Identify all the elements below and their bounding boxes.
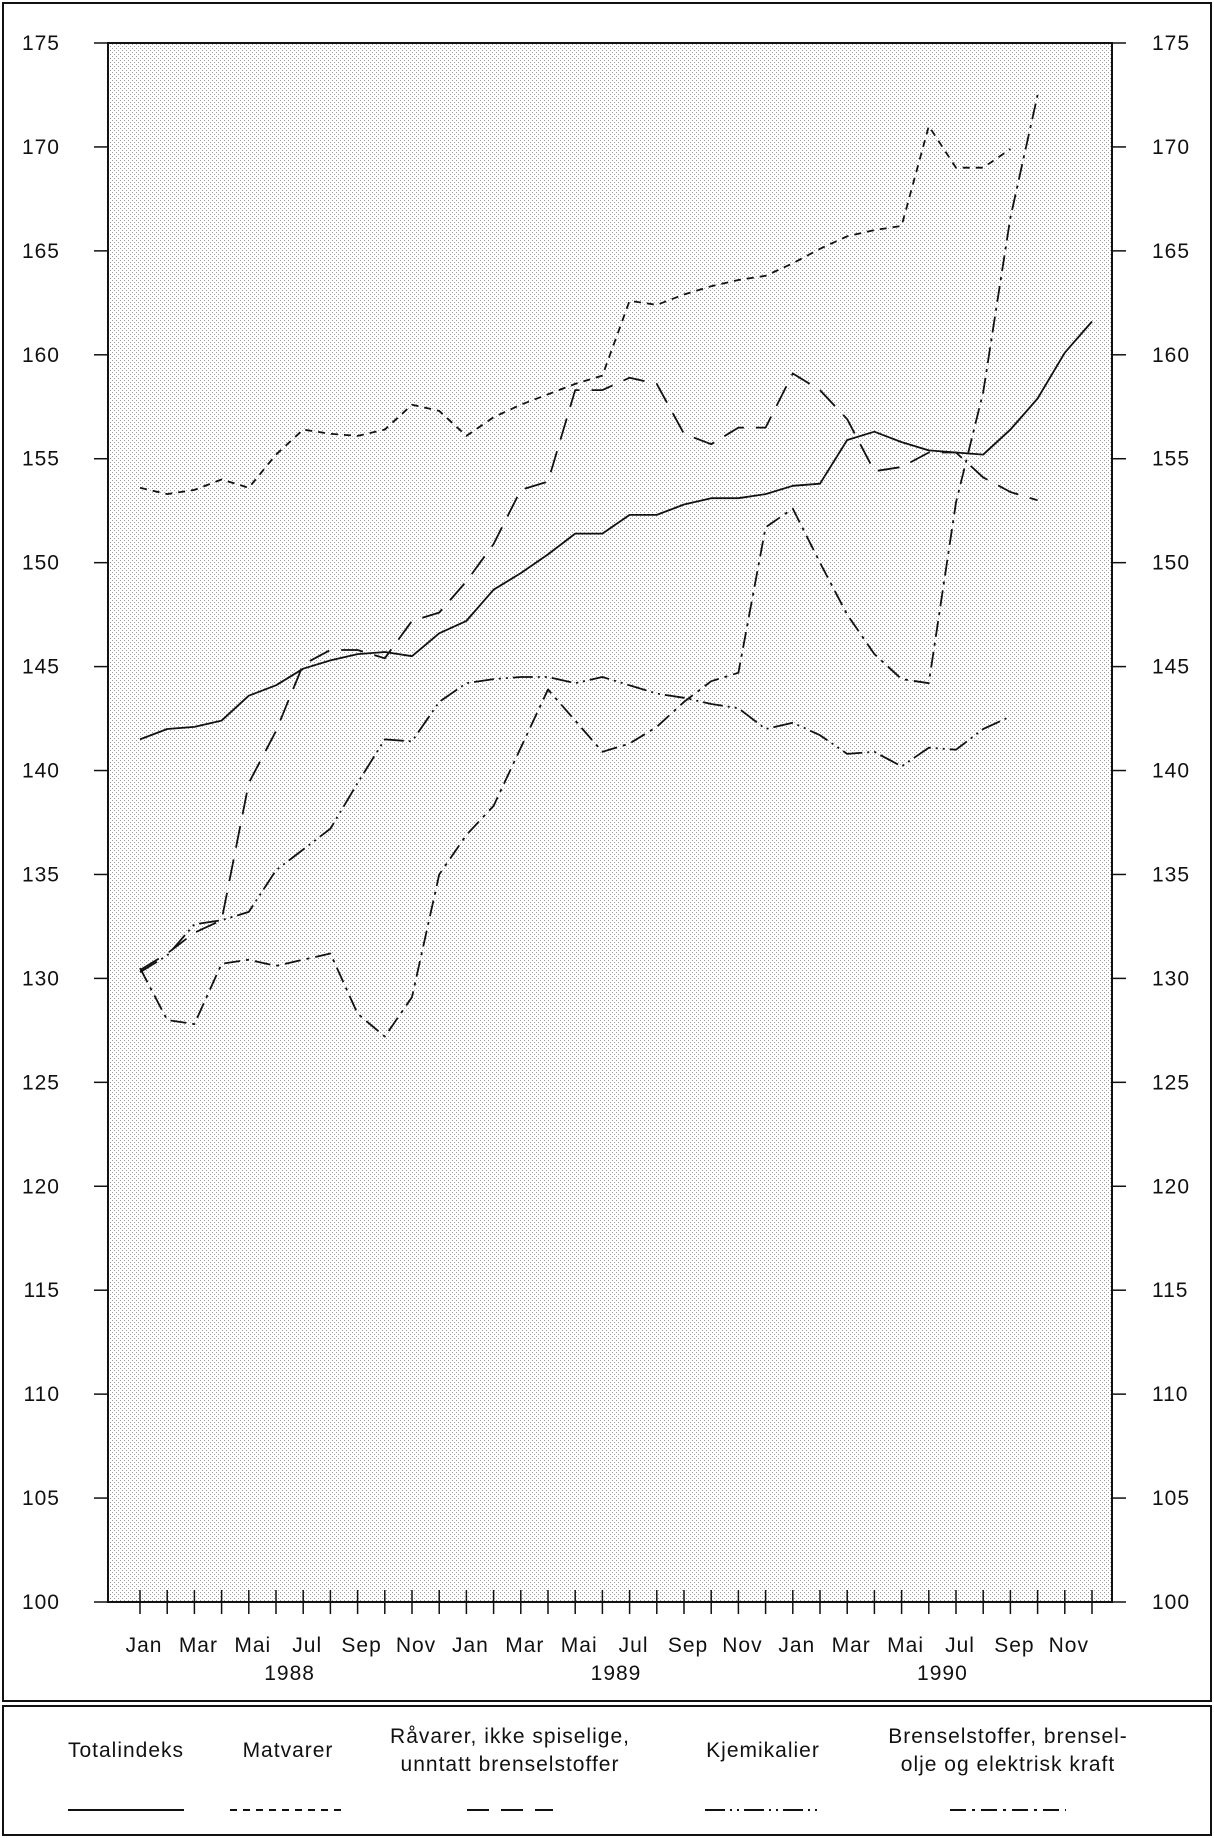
y-tick-label-right: 170 bbox=[1152, 136, 1190, 159]
x-tick-label: Mai bbox=[561, 1634, 598, 1657]
y-tick-label-right: 135 bbox=[1152, 863, 1190, 886]
x-axis: Jan Mar Mai Jul Sep Nov Jan Mar Mai Jul Sep Nov Jan M… bbox=[126, 1590, 1093, 1685]
legend-label-1: Totalindeks bbox=[68, 1739, 184, 1762]
y-tick-label-left: 140 bbox=[22, 760, 60, 783]
legend-label-2: Matvarer bbox=[243, 1739, 334, 1762]
x-tick-label: Mar bbox=[179, 1634, 218, 1657]
y-tick-label-right: 115 bbox=[1152, 1279, 1188, 1302]
y-tick-label-right: 130 bbox=[1152, 967, 1190, 990]
y-tick-label-left: 175 bbox=[22, 32, 60, 55]
y-tick-label-left: 115 bbox=[24, 1279, 60, 1302]
y-tick-label-left: 145 bbox=[22, 656, 60, 679]
y-tick-label-left: 100 bbox=[22, 1591, 60, 1614]
x-tick-label: Mar bbox=[505, 1634, 544, 1657]
y-tick-label-left: 105 bbox=[22, 1487, 60, 1510]
year-label: 1988 bbox=[264, 1662, 315, 1685]
x-tick-label: Jan bbox=[126, 1634, 163, 1657]
y-tick-label-left: 155 bbox=[22, 448, 60, 471]
y-tick-label-right: 175 bbox=[1152, 32, 1190, 55]
y-tick-label-left: 135 bbox=[22, 863, 60, 886]
series-line-2 bbox=[139, 125, 1011, 496]
series-line-3 bbox=[139, 372, 1038, 971]
y-tick-label-right: 150 bbox=[1152, 552, 1190, 575]
y-tick-label-right: 100 bbox=[1152, 1591, 1190, 1614]
y-tick-label-right: 160 bbox=[1152, 344, 1190, 367]
y-tick-label-left: 120 bbox=[22, 1175, 60, 1198]
legend-label-4: Kjemikalier bbox=[706, 1739, 820, 1762]
legend-label-5: Brenselstoffer, brensel-olje og elektris… bbox=[888, 1725, 1128, 1776]
x-tick-label: Nov bbox=[1049, 1634, 1089, 1657]
x-tick-label: Sep bbox=[341, 1634, 381, 1657]
x-tick-label: Sep bbox=[668, 1634, 708, 1657]
year-label: 1989 bbox=[591, 1662, 642, 1685]
y-tick-label-right: 125 bbox=[1152, 1071, 1190, 1094]
y-tick-label-left: 130 bbox=[22, 967, 60, 990]
series-line-1 bbox=[139, 320, 1093, 741]
y-tick-label-right: 155 bbox=[1152, 448, 1190, 471]
x-tick-label: Jan bbox=[452, 1634, 489, 1657]
y-tick-label-right: 165 bbox=[1152, 240, 1190, 263]
y-tick-label-left: 160 bbox=[22, 344, 60, 367]
y-tick-label-right: 120 bbox=[1152, 1175, 1190, 1198]
x-tick-label: Jan bbox=[778, 1634, 815, 1657]
legend: Totalindeks Matvarer Råvarer, ikke spiseli… bbox=[68, 1725, 1128, 1811]
x-tick-label: Nov bbox=[396, 1634, 436, 1657]
y-tick-label-right: 110 bbox=[1152, 1383, 1188, 1406]
x-tick-label: Jul bbox=[619, 1634, 649, 1657]
y-tick-label-right: 105 bbox=[1152, 1487, 1190, 1510]
x-tick-label: Nov bbox=[722, 1634, 762, 1657]
x-tick-label: Mai bbox=[234, 1634, 271, 1657]
year-label: 1990 bbox=[917, 1662, 968, 1685]
plot-area bbox=[107, 42, 1113, 1603]
y-tick-label-left: 110 bbox=[24, 1383, 60, 1406]
x-tick-label: Mai bbox=[887, 1634, 924, 1657]
y-tick-label-right: 145 bbox=[1152, 656, 1190, 679]
x-tick-label: Jul bbox=[945, 1634, 975, 1657]
x-tick-label: Jul bbox=[292, 1634, 322, 1657]
series-line-5 bbox=[139, 94, 1039, 1038]
y-tick-label-left: 125 bbox=[22, 1071, 60, 1094]
x-tick-label: Mar bbox=[832, 1634, 871, 1657]
y-tick-label-left: 150 bbox=[22, 552, 60, 575]
y-axes: 100 100 105 105 110 110 115 115 120 120 125 125 130 1… bbox=[22, 32, 1190, 1614]
y-tick-label-left: 165 bbox=[22, 240, 60, 263]
y-tick-label-right: 140 bbox=[1152, 760, 1190, 783]
x-tick-label: Sep bbox=[994, 1634, 1034, 1657]
series-lines bbox=[139, 94, 1093, 1038]
legend-label-3: Råvarer, ikke spiselige, unntatt brensels… bbox=[390, 1725, 630, 1776]
legend-frame bbox=[2, 1705, 1212, 1836]
y-tick-label-left: 170 bbox=[22, 136, 60, 159]
